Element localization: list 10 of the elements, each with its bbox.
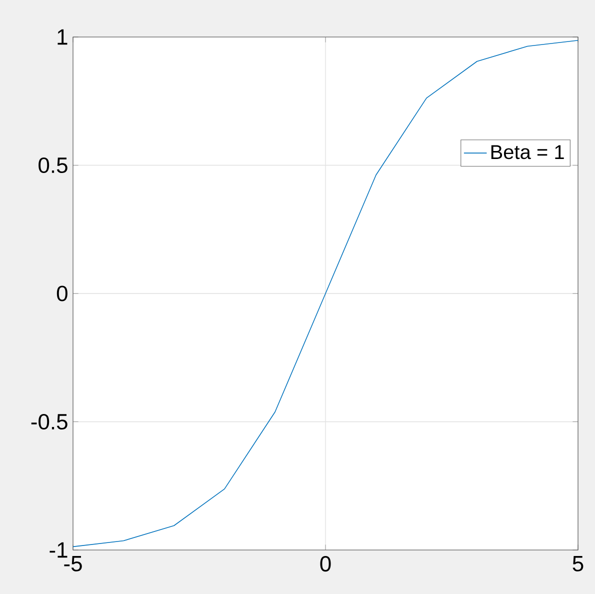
y-tick-label: 0 — [56, 286, 68, 302]
x-tick-label: -5 — [64, 556, 82, 572]
y-tick-label: -0.5 — [31, 414, 68, 430]
y-tick-label: -1 — [50, 542, 68, 558]
y-tick-label: 0.5 — [38, 157, 68, 174]
y-tick-label: 1 — [58, 29, 68, 45]
x-tick-label: 5 — [572, 556, 584, 572]
legend-label: Beta = 1 — [491, 145, 564, 160]
line-series — [73, 40, 578, 548]
x-tick-label: 0 — [320, 556, 331, 572]
